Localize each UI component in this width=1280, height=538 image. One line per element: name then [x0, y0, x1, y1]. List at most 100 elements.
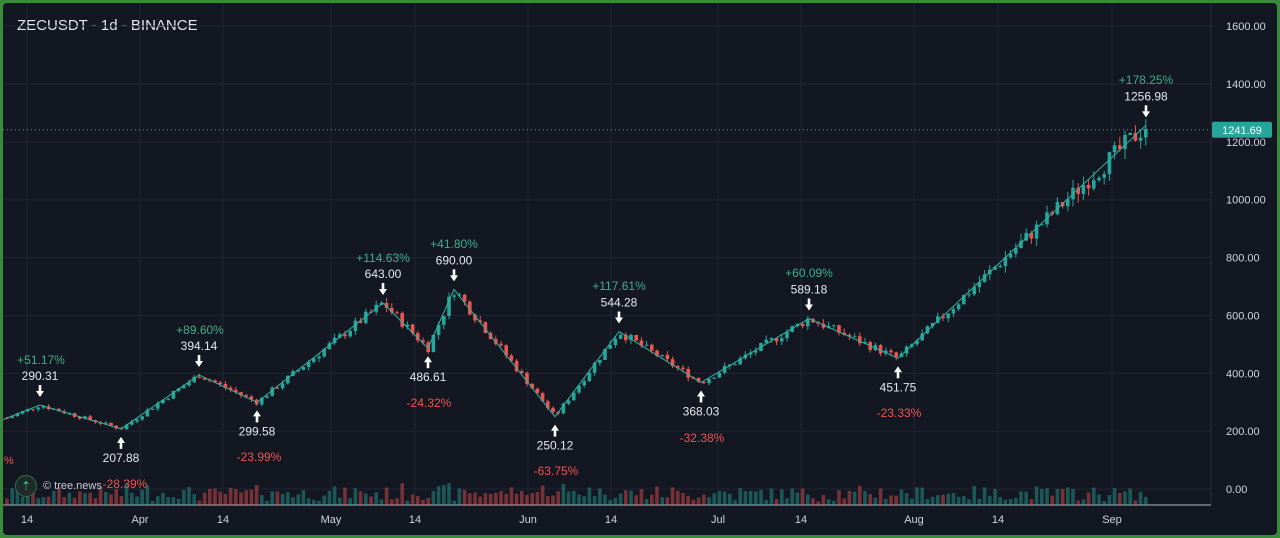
- candle-body: [873, 345, 878, 350]
- candle-body: [213, 380, 217, 383]
- pivot-low-arrow-icon: [894, 366, 902, 379]
- candle-body: [150, 408, 155, 410]
- pivot-high-label: 589.18: [791, 283, 828, 297]
- candle-body: [733, 364, 737, 366]
- volume-bar: [1102, 501, 1106, 505]
- volume-bar: [31, 488, 35, 505]
- volume-bar: [676, 490, 680, 505]
- volume-bar: [36, 498, 40, 505]
- volume-bar: [52, 490, 56, 505]
- candle-body: [280, 383, 285, 389]
- volume-bar: [93, 498, 98, 505]
- pivot-high-label: 544.28: [601, 296, 638, 310]
- candle-body: [530, 383, 534, 389]
- volume-bar: [1081, 499, 1086, 505]
- candle-body: [260, 397, 264, 405]
- pivot-low-arrow-icon: [424, 356, 432, 369]
- candle-body: [265, 396, 269, 398]
- volume-bar: [988, 495, 992, 505]
- volume-bar: [800, 488, 805, 505]
- volume-bar: [488, 493, 493, 505]
- volume-bar: [889, 495, 893, 505]
- volume-bar: [400, 483, 404, 505]
- candle-body: [915, 340, 919, 345]
- volume-bar: [286, 492, 290, 505]
- candle-body: [847, 334, 852, 337]
- volume-bar: [192, 494, 196, 505]
- candle-body: [634, 334, 638, 341]
- candle-body: [582, 381, 586, 386]
- volume-bar: [696, 497, 701, 505]
- candle-body: [322, 349, 326, 357]
- candle-body: [629, 334, 633, 341]
- candle-body: [998, 266, 1002, 268]
- candle-body: [858, 336, 862, 344]
- volume-bar: [582, 496, 586, 505]
- candle-body: [577, 385, 581, 393]
- volume-bar: [780, 489, 784, 505]
- candle-body: [1112, 145, 1117, 153]
- candle-body: [956, 304, 961, 310]
- volume-bar: [26, 493, 30, 505]
- candle-body: [1081, 184, 1086, 194]
- double-chevron-up-icon: ⇡: [15, 475, 37, 497]
- volume-bar: [837, 490, 841, 505]
- x-tick-label: 14: [21, 514, 33, 526]
- x-tick-label: 14: [605, 514, 617, 526]
- candle-body: [182, 385, 186, 389]
- candle-body: [468, 301, 472, 315]
- volume-bar: [608, 500, 612, 505]
- swing-percent-partial: %: [4, 455, 14, 467]
- volume-bar: [156, 496, 160, 505]
- volume-bar: [530, 492, 534, 505]
- volume-bar: [150, 500, 155, 505]
- candle-body: [358, 320, 363, 323]
- volume-bar: [270, 491, 274, 505]
- volume-bar: [213, 488, 217, 505]
- volume-bar: [1071, 488, 1075, 505]
- volume-bar: [5, 498, 9, 505]
- candlestick-chart[interactable]: 1600.00 1400.00 1200.00 1000.00 800.00 600.00…: [3, 3, 1277, 535]
- candle-body: [202, 378, 207, 380]
- candle-body: [478, 320, 482, 323]
- pivot-high-label: 690.00: [436, 253, 473, 267]
- volume-bar: [956, 496, 961, 505]
- candle-body: [514, 360, 519, 372]
- candle-body: [941, 316, 945, 319]
- volume-bar: [707, 497, 711, 505]
- volume-bar: [462, 489, 467, 505]
- candle-body: [1097, 177, 1101, 181]
- x-tick-label: Jul: [711, 514, 725, 526]
- chart-frame: ZECUSDT - 1d - BINANCE 1600.00 1400.00 120…: [3, 3, 1277, 535]
- volume-bar: [535, 492, 540, 505]
- volume-bar: [946, 493, 950, 505]
- candle-body: [1024, 232, 1028, 241]
- volume-bar: [650, 494, 654, 505]
- volume-bar: [1076, 500, 1080, 505]
- volume-bar: [504, 493, 508, 505]
- y-tick-label: 1600.00: [1226, 21, 1266, 33]
- volume-bar: [525, 494, 529, 505]
- volume-bar: [826, 499, 831, 505]
- volume-bar: [171, 497, 176, 505]
- candle-body: [1003, 257, 1008, 267]
- candle-body: [452, 295, 456, 297]
- candle-body: [702, 381, 706, 384]
- candle-body: [1086, 184, 1091, 189]
- volume-bar: [962, 496, 966, 505]
- volume-bar: [301, 490, 306, 505]
- swing-percent-label: -23.33%: [877, 406, 922, 420]
- volume-bar: [239, 492, 243, 505]
- candle-body: [390, 307, 394, 313]
- candle-body: [686, 368, 690, 378]
- volume-bar: [634, 495, 638, 505]
- volume-bar: [644, 499, 649, 505]
- volume-bar: [936, 495, 940, 505]
- volume-bar: [1092, 487, 1096, 505]
- candle-body: [681, 367, 685, 369]
- volume-bar: [941, 494, 945, 505]
- volume-bar: [358, 491, 363, 505]
- candle-body: [780, 338, 784, 342]
- volume-bar: [1034, 486, 1039, 505]
- candle-body: [800, 323, 805, 327]
